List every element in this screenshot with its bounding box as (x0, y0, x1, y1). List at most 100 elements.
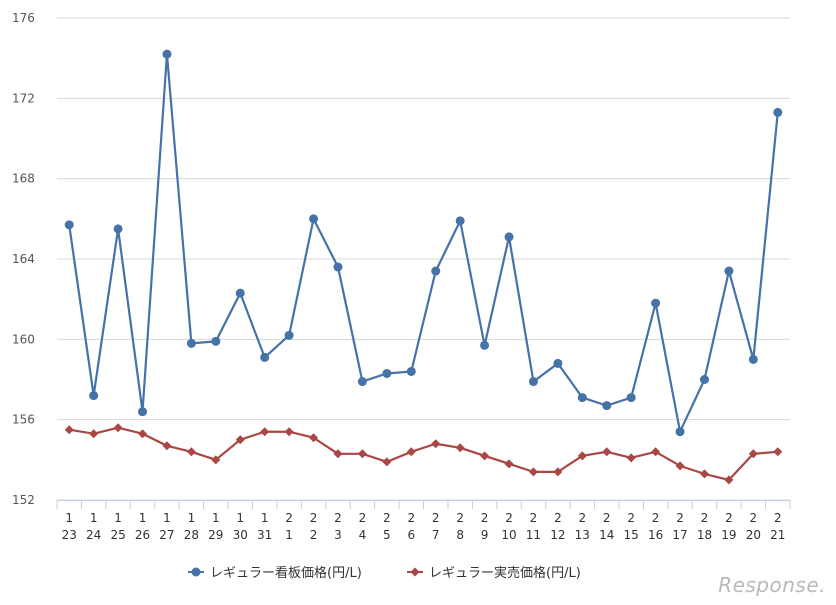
data-point[interactable] (162, 441, 172, 451)
data-point[interactable] (602, 401, 612, 411)
x-tick-label: 2 13 (575, 511, 590, 542)
data-point[interactable] (309, 214, 319, 224)
x-tick-label: 2 19 (721, 511, 736, 542)
data-point[interactable] (186, 338, 196, 348)
data-point[interactable] (724, 475, 734, 485)
data-point[interactable] (211, 336, 221, 346)
data-point[interactable] (357, 377, 367, 387)
data-point[interactable] (284, 427, 294, 437)
x-tick-label: 2 15 (624, 511, 639, 542)
data-point[interactable] (260, 352, 270, 362)
x-tick-label: 1 24 (86, 511, 101, 542)
legend-marker (191, 567, 201, 577)
data-point[interactable] (406, 447, 416, 457)
data-point[interactable] (748, 449, 758, 459)
x-tick-label: 1 31 (257, 511, 272, 542)
response-watermark-logo: Response. (718, 573, 826, 597)
data-point[interactable] (504, 232, 514, 242)
data-point[interactable] (602, 447, 612, 457)
data-point[interactable] (455, 443, 465, 453)
data-point[interactable] (406, 366, 416, 376)
x-tick-label: 2 21 (770, 511, 785, 542)
data-point[interactable] (89, 391, 99, 401)
data-point[interactable] (773, 447, 783, 457)
data-point[interactable] (626, 393, 636, 403)
x-tick-label: 1 23 (62, 511, 77, 542)
legend[interactable]: レギュラー看板価格(円/L) レギュラー実売価格(円/L) (188, 565, 581, 581)
data-point[interactable] (382, 368, 392, 378)
y-tick-label: 152 (12, 493, 35, 507)
data-point[interactable] (651, 298, 661, 308)
data-point[interactable] (699, 469, 709, 479)
y-tick-label: 172 (12, 91, 35, 105)
y-tick-label: 160 (12, 332, 35, 346)
data-point[interactable] (113, 423, 123, 433)
x-tick-label: 2 16 (648, 511, 663, 542)
data-point[interactable] (553, 358, 563, 368)
y-tick-label: 176 (12, 11, 35, 25)
x-tick-label: 1 29 (208, 511, 223, 542)
data-point[interactable] (577, 451, 587, 461)
data-point[interactable] (235, 288, 245, 298)
data-point[interactable] (455, 216, 465, 226)
data-point[interactable] (626, 453, 636, 463)
data-point[interactable] (431, 439, 441, 449)
data-point[interactable] (553, 467, 563, 477)
legend-item-2[interactable]: レギュラー実売価格(円/L) (407, 565, 581, 581)
data-point[interactable] (675, 461, 685, 471)
data-point[interactable] (528, 377, 538, 387)
y-tick-label: 156 (12, 413, 35, 427)
legend-marker (410, 567, 420, 577)
data-point[interactable] (113, 224, 123, 234)
data-point[interactable] (162, 49, 172, 59)
data-point[interactable] (309, 433, 319, 443)
data-point[interactable] (675, 427, 685, 437)
series-line-1 (68, 53, 779, 433)
data-point[interactable] (138, 407, 148, 417)
data-point[interactable] (186, 447, 196, 457)
data-point[interactable] (357, 449, 367, 459)
data-point[interactable] (480, 340, 490, 350)
x-tick-label: 2 12 (550, 511, 565, 542)
data-point[interactable] (748, 354, 758, 364)
data-point[interactable] (528, 467, 538, 477)
grid-lines (57, 17, 790, 501)
data-point[interactable] (333, 262, 343, 272)
data-point[interactable] (64, 220, 74, 230)
x-tick-label: 2 18 (697, 511, 712, 542)
data-point[interactable] (235, 435, 245, 445)
series-line-2 (69, 426, 778, 482)
data-point[interactable] (773, 107, 783, 117)
x-tick-label: 2 17 (672, 511, 687, 542)
legend-item-1[interactable]: レギュラー看板価格(円/L) (188, 565, 362, 581)
x-tick-label: 2 14 (599, 511, 614, 542)
data-point[interactable] (382, 457, 392, 467)
legend-label: レギュラー実売価格(円/L) (429, 565, 581, 581)
data-point[interactable] (138, 429, 148, 439)
data-point[interactable] (651, 447, 661, 457)
data-point[interactable] (480, 451, 490, 461)
data-point[interactable] (211, 455, 221, 465)
data-point[interactable] (333, 449, 343, 459)
data-point[interactable] (699, 375, 709, 384)
data-point[interactable] (724, 266, 734, 276)
data-point[interactable] (64, 425, 74, 435)
data-point[interactable] (260, 427, 270, 437)
x-tick-label: 1 25 (110, 511, 125, 542)
data-point[interactable] (431, 266, 441, 276)
y-tick-label: 168 (12, 172, 35, 186)
data-point[interactable] (577, 393, 587, 403)
data-point[interactable] (89, 429, 99, 439)
data-point[interactable] (504, 459, 514, 469)
data-point[interactable] (284, 330, 294, 340)
